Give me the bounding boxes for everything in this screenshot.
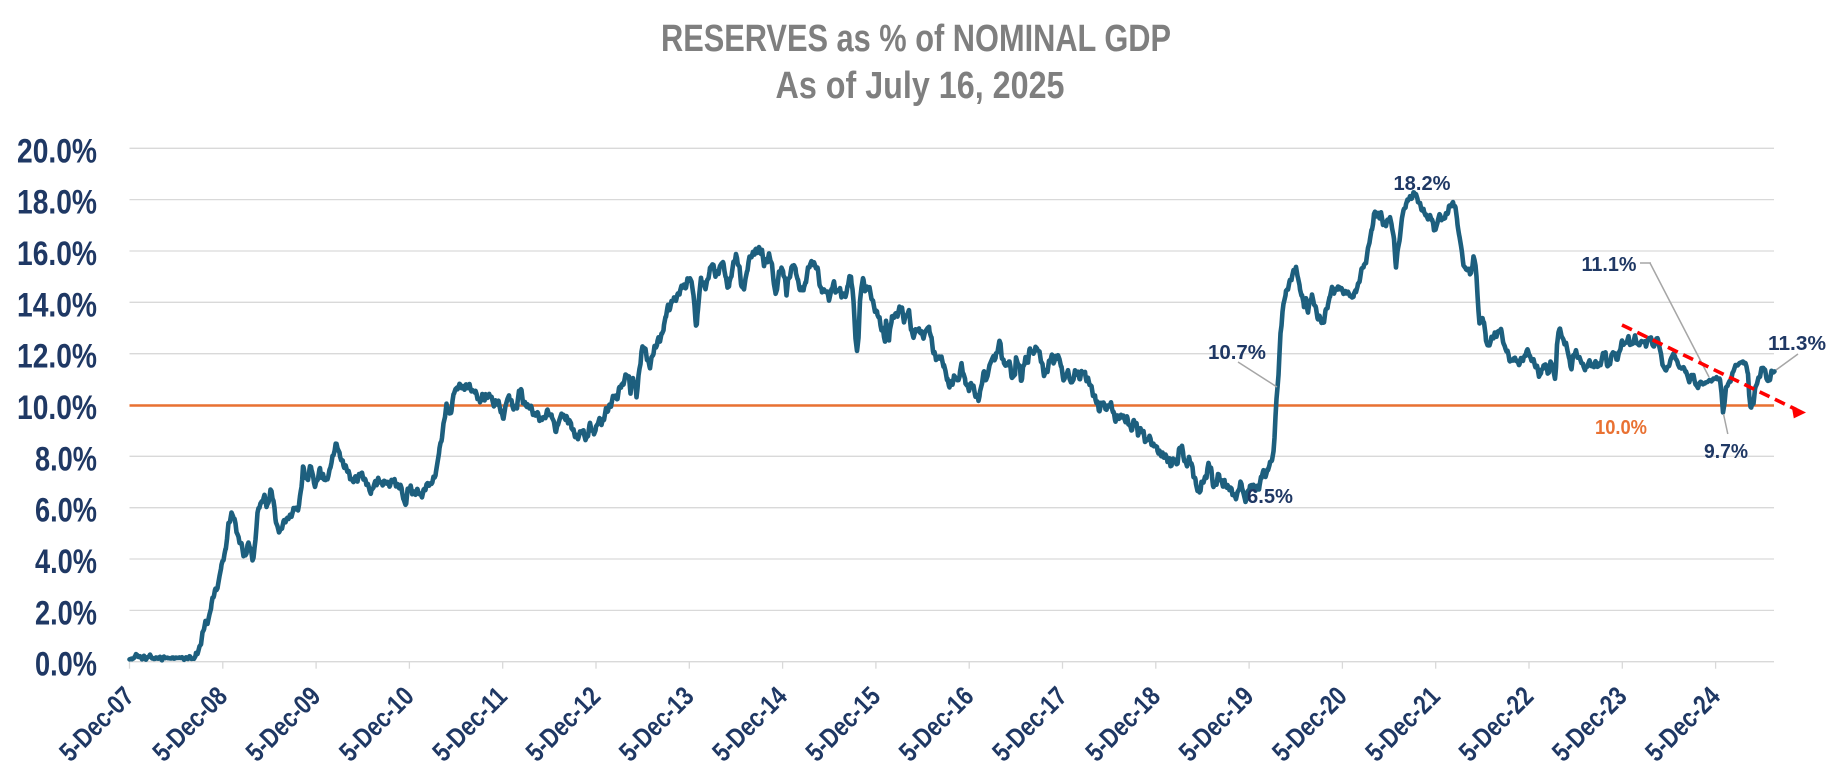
svg-text:8.0%: 8.0% — [35, 440, 97, 478]
svg-text:10.7%: 10.7% — [1208, 341, 1266, 364]
svg-text:6.5%: 6.5% — [1247, 485, 1293, 508]
svg-text:4.0%: 4.0% — [35, 543, 97, 581]
svg-text:18.2%: 18.2% — [1394, 172, 1451, 195]
svg-text:6.0%: 6.0% — [35, 492, 97, 530]
svg-text:10.0%: 10.0% — [1595, 416, 1647, 439]
svg-text:14.0%: 14.0% — [17, 286, 97, 324]
svg-text:10.0%: 10.0% — [17, 389, 97, 427]
svg-text:11.3%: 11.3% — [1768, 332, 1826, 355]
svg-text:16.0%: 16.0% — [17, 235, 97, 273]
svg-text:RESERVES as % of NOMINAL GDP: RESERVES as % of NOMINAL GDP — [661, 18, 1171, 60]
svg-text:As of July 16, 2025: As of July 16, 2025 — [776, 65, 1065, 107]
svg-text:0.0%: 0.0% — [35, 646, 97, 684]
svg-text:20.0%: 20.0% — [17, 132, 97, 170]
svg-text:2.0%: 2.0% — [35, 594, 97, 632]
svg-text:12.0%: 12.0% — [17, 338, 97, 376]
svg-text:18.0%: 18.0% — [17, 184, 97, 222]
svg-text:11.1%: 11.1% — [1582, 253, 1637, 276]
svg-text:9.7%: 9.7% — [1704, 440, 1748, 463]
